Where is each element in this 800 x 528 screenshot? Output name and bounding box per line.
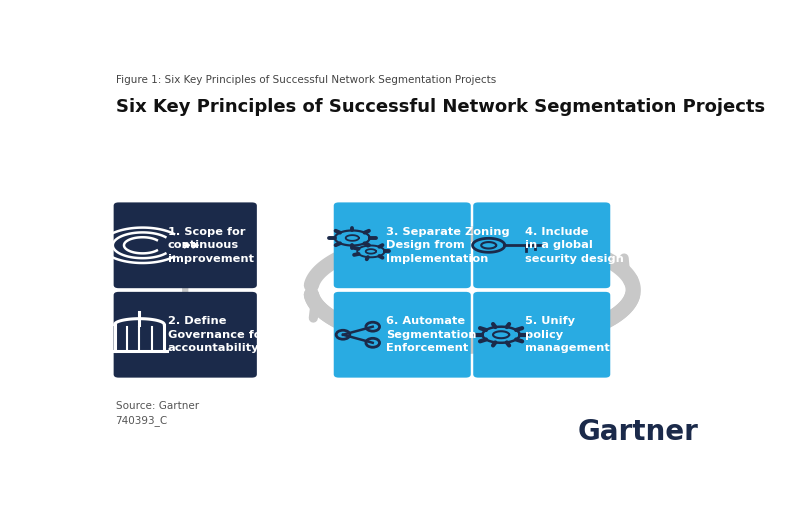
Text: 4. Include
in a global
security design: 4. Include in a global security design [526, 227, 624, 264]
Text: 2. Define
Governance for
accountability: 2. Define Governance for accountability [168, 316, 267, 353]
Text: Gartner: Gartner [578, 418, 698, 446]
Text: 1. Scope for
continuous
improvement: 1. Scope for continuous improvement [168, 227, 254, 264]
Text: 740393_C: 740393_C [115, 415, 168, 426]
Text: 6. Automate
Segmentation
Enforcement: 6. Automate Segmentation Enforcement [386, 316, 476, 353]
Text: 3. Separate Zoning
Design from
Implementation: 3. Separate Zoning Design from Implement… [386, 227, 510, 264]
FancyBboxPatch shape [474, 202, 610, 288]
Text: Figure 1: Six Key Principles of Successful Network Segmentation Projects: Figure 1: Six Key Principles of Successf… [115, 75, 496, 84]
FancyBboxPatch shape [474, 292, 610, 378]
FancyBboxPatch shape [114, 292, 257, 378]
Text: Six Key Principles of Successful Network Segmentation Projects: Six Key Principles of Successful Network… [115, 98, 765, 116]
Text: 5. Unify
policy
management: 5. Unify policy management [526, 316, 610, 353]
FancyBboxPatch shape [334, 202, 470, 288]
Text: Source: Gartner: Source: Gartner [115, 401, 198, 411]
FancyBboxPatch shape [334, 292, 470, 378]
FancyBboxPatch shape [114, 202, 257, 288]
